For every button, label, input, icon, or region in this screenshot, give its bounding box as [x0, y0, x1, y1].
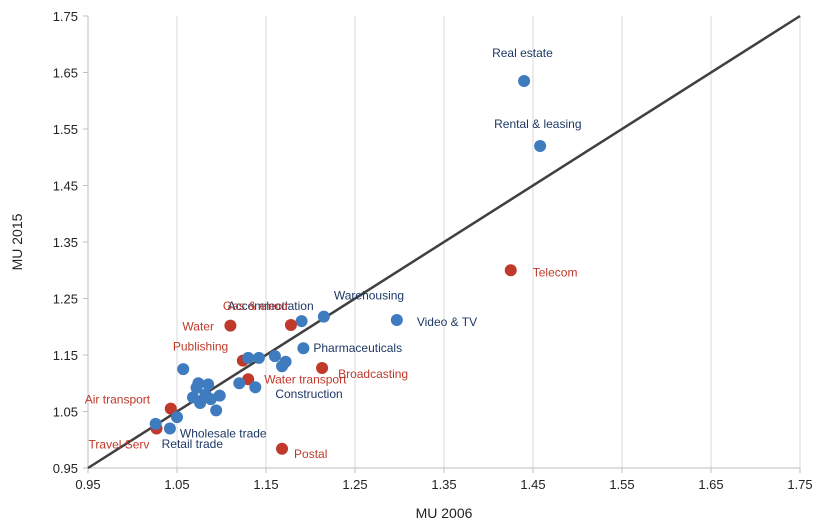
x-tick-label: 1.25 — [342, 477, 367, 492]
data-point — [192, 377, 205, 390]
data-point — [504, 264, 517, 277]
data-point — [164, 402, 177, 415]
point-label: Construction — [275, 387, 342, 401]
point-label: Pharmaceuticals — [313, 341, 402, 355]
point-label: Water — [182, 320, 214, 334]
data-point — [284, 319, 297, 332]
x-tick-label: 1.15 — [253, 477, 278, 492]
data-point — [202, 378, 215, 391]
y-tick-label: 1.65 — [53, 66, 78, 81]
data-point — [268, 350, 281, 363]
data-point — [149, 417, 162, 430]
data-points — [149, 74, 547, 455]
y-axis-title: MU 2015 — [9, 213, 25, 270]
x-tick-label: 1.75 — [787, 477, 812, 492]
point-label: Broadcasting — [338, 367, 408, 381]
data-point — [295, 315, 308, 328]
x-tick-label: 0.95 — [75, 477, 100, 492]
x-tick-label: 1.45 — [520, 477, 545, 492]
y-tick-label: 1.35 — [53, 235, 78, 250]
data-point — [276, 360, 289, 373]
data-point — [534, 139, 547, 152]
point-label: Real estate — [492, 46, 553, 60]
point-label: Accommodation — [228, 299, 314, 313]
point-label: Telecom — [533, 265, 578, 279]
data-point — [163, 422, 176, 435]
point-label: Air transport — [85, 393, 151, 407]
data-point — [213, 389, 226, 402]
point-label: Video & TV — [417, 315, 477, 329]
y-tick-label: 1.75 — [53, 9, 78, 24]
y-tick-label: 1.05 — [53, 405, 78, 420]
tick-labels: 0.95 1.05 1.15 1.25 1.35 1.45 1.55 1.65 1.75 0.95… — [53, 9, 813, 492]
data-point — [276, 442, 289, 455]
point-labels: Real estate Rental & leasing Telecom Video … — [85, 46, 582, 461]
x-axis-title: MU 2006 — [416, 505, 473, 521]
data-point — [252, 351, 265, 364]
x-tick-label: 1.55 — [609, 477, 634, 492]
point-label: Travel Serv — [89, 437, 150, 451]
point-label: Postal — [294, 447, 327, 461]
data-point — [297, 342, 310, 355]
data-point — [390, 313, 403, 326]
y-tick-label: 1.45 — [53, 179, 78, 194]
y-tick-label: 1.25 — [53, 292, 78, 307]
data-point — [233, 377, 246, 390]
data-point — [317, 310, 330, 323]
data-point — [242, 351, 255, 364]
point-label: Retail trade — [162, 437, 224, 451]
point-label: Publishing — [173, 340, 228, 354]
data-point — [210, 404, 223, 417]
y-tick-label: 1.55 — [53, 122, 78, 137]
data-point — [249, 381, 262, 394]
x-tick-label: 1.65 — [698, 477, 723, 492]
data-point — [316, 361, 329, 374]
point-label: Water transport — [264, 372, 347, 386]
data-point — [171, 411, 183, 424]
x-tick-label: 1.05 — [164, 477, 189, 492]
y-tick-label: 0.95 — [53, 461, 78, 476]
point-label: Rental & leasing — [494, 117, 581, 131]
data-point — [518, 74, 531, 87]
point-label: Gas & electr — [223, 299, 289, 313]
point-label: Warehousing — [334, 289, 404, 303]
axes — [83, 15, 801, 473]
x-tick-label: 1.35 — [431, 477, 456, 492]
y-tick-label: 1.15 — [53, 348, 78, 363]
data-point — [224, 319, 237, 332]
point-label: Wholesale trade — [180, 426, 267, 440]
data-point — [177, 363, 190, 376]
